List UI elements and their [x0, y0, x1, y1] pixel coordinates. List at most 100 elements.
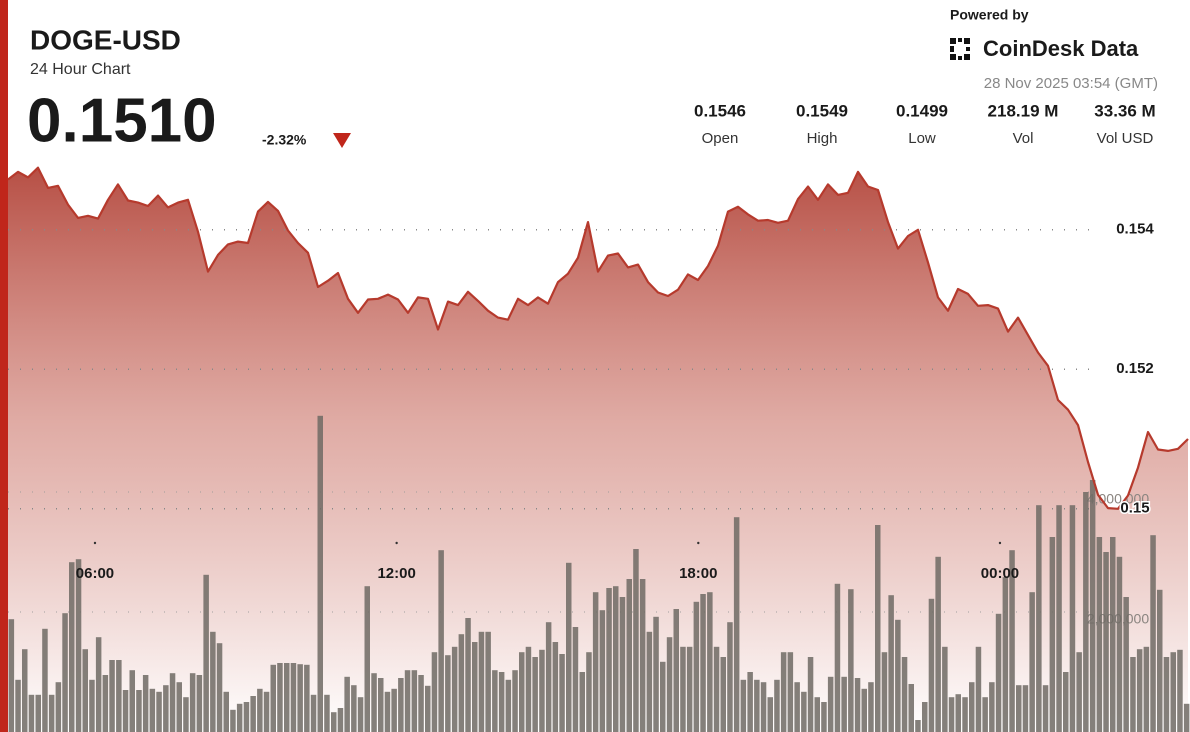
volume-bar	[425, 685, 431, 732]
volume-bar	[760, 682, 767, 732]
volume-bar	[75, 559, 82, 732]
brand: CoinDesk Data	[983, 36, 1139, 61]
volume-bar	[42, 628, 48, 732]
volume-bar	[391, 688, 397, 732]
volume-bar	[794, 682, 800, 732]
volume-bar	[136, 690, 142, 732]
volume-bar	[633, 549, 639, 732]
y-tick-label: 0.154	[1116, 221, 1154, 238]
volume-bar	[149, 688, 156, 732]
volume-bar	[707, 592, 713, 732]
volume-bar	[982, 697, 988, 732]
volume-bar	[1096, 537, 1103, 732]
volume-bar	[613, 586, 619, 732]
volume-bar	[747, 672, 753, 732]
volume-bar	[700, 594, 706, 732]
volume-bar	[693, 601, 700, 732]
volume-bar	[438, 550, 444, 732]
volume-bar	[196, 675, 203, 732]
plot: 2,000,0004,000,0000.150.1520.15406:0012:…	[7, 166, 1190, 732]
volume-bar	[592, 592, 599, 732]
volume-bar	[767, 697, 773, 732]
volume-bar	[290, 663, 297, 732]
volume-bar	[680, 646, 686, 732]
volume-bar	[331, 712, 337, 732]
volume-bar	[1036, 505, 1042, 732]
volume-bar	[257, 688, 263, 732]
volume-bar	[498, 672, 505, 732]
x-tick	[998, 541, 1002, 545]
volume-bar	[1116, 556, 1123, 732]
stat-value: 0.1546	[694, 101, 746, 120]
volume-bar	[203, 574, 209, 732]
volume-bar	[801, 691, 807, 732]
volume-bar	[55, 682, 62, 732]
volume-bar	[995, 613, 1002, 732]
volume-bar	[821, 702, 827, 732]
volume-bar	[1163, 657, 1170, 732]
volume-bar	[297, 664, 303, 732]
volume-bar	[532, 657, 538, 732]
volume-bar	[82, 649, 88, 732]
volume-bar	[22, 649, 28, 732]
volume-bar	[1063, 672, 1069, 732]
volume-bar	[183, 697, 189, 732]
volume-bar	[236, 703, 243, 732]
volume-bar	[243, 702, 250, 732]
volume-bar	[344, 676, 350, 732]
x-tick	[93, 541, 97, 545]
volume-bar	[713, 646, 720, 732]
volume-bar	[969, 682, 975, 732]
volume-bar	[922, 702, 928, 732]
volume-bar	[210, 631, 216, 732]
x-tick-label: 00:00	[981, 565, 1019, 582]
volume-bar	[545, 622, 552, 732]
volume-bar	[189, 673, 196, 732]
volume-bar	[411, 670, 418, 732]
volume-bar	[1130, 657, 1136, 732]
volume-bar	[827, 676, 834, 732]
volume-bar	[895, 619, 901, 732]
volume-bar	[230, 709, 236, 732]
volume-bar	[780, 652, 787, 732]
volume-bar	[1056, 505, 1062, 732]
volume-bar	[445, 655, 451, 732]
volume-bar	[1049, 537, 1056, 732]
volume-bar	[1002, 577, 1009, 732]
volume-bar	[525, 646, 532, 732]
stat-label: High	[807, 130, 838, 147]
volume-bar	[666, 637, 673, 732]
volume-bar	[163, 685, 169, 732]
stat-value: 33.36 M	[1094, 101, 1155, 120]
volume-bar	[754, 679, 760, 732]
stat-value: 218.19 M	[988, 101, 1059, 120]
stat-label: Low	[908, 130, 936, 147]
y2-tick-label: 4,000,000	[1087, 491, 1149, 507]
volume-bar	[599, 610, 606, 732]
x-tick-label: 18:00	[679, 565, 717, 582]
volume-bar	[1009, 550, 1015, 732]
symbol: DOGE-USD	[30, 24, 181, 55]
volume-bar	[727, 622, 733, 732]
volume-bar	[1083, 492, 1089, 732]
volume-bar	[1110, 537, 1116, 732]
change: -2.32%	[262, 132, 307, 148]
volume-bar	[102, 675, 109, 732]
volume-bar	[317, 415, 323, 732]
volume-bar	[398, 678, 404, 732]
volume-bar	[156, 691, 162, 732]
volume-bar	[935, 556, 941, 732]
volume-bar	[1069, 505, 1076, 732]
volume-bar	[733, 517, 740, 732]
volume-bar	[646, 631, 653, 732]
volume-bar	[1089, 480, 1096, 732]
volume-bar	[1103, 552, 1109, 732]
volume-bar	[814, 697, 820, 732]
volume-bar	[854, 678, 861, 732]
volume-bar	[908, 684, 914, 732]
price-line	[7, 166, 1189, 510]
volume-bar	[559, 654, 565, 732]
volume-bar	[848, 589, 854, 732]
